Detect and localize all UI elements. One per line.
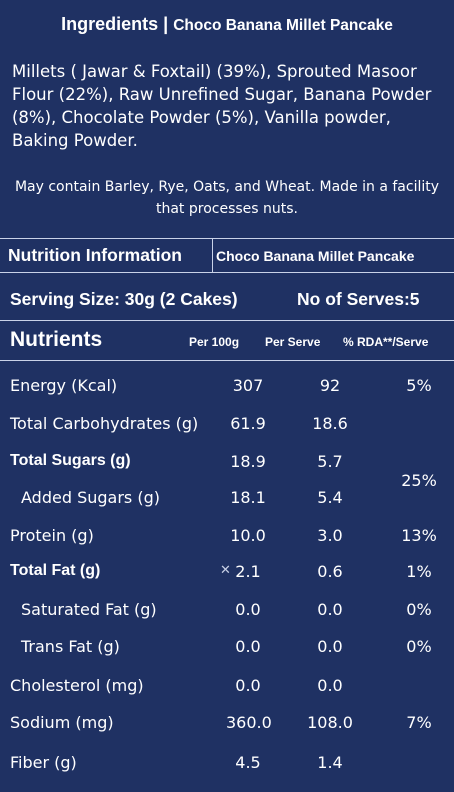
per-serve-value: 0.6 [317,562,343,581]
nutrient-name: Trans Fat (g) [21,637,120,656]
table-row: Total Sugars (g) 18.9 5.7 [0,452,454,476]
nutrient-name: Total Carbohydrates (g) [10,414,199,433]
per-100g-value: 61.9 [230,414,266,433]
rda-value: 7% [406,713,432,732]
table-row: Added Sugars (g) 18.1 5.4 [0,488,454,512]
per-100g-value: 4.5 [235,753,261,772]
per-serve-value: 0.0 [317,637,343,656]
per-serve-value: 1.4 [317,753,343,772]
divider [0,360,454,361]
per-serve-value: 0.0 [317,676,343,695]
column-header-per-serve: Per Serve [265,335,321,349]
nutrient-name: Energy (Kcal) [10,376,118,395]
nutrient-name: Total Sugars (g) [10,452,131,469]
table-row: Cholesterol (mg) 0.0 0.0 [0,676,454,700]
per-serve-value: 3.0 [317,526,343,545]
table-row: Total Fat (g) 2.1 0.6 1% [0,562,454,586]
per-100g-value: 307 [232,376,264,395]
per-serve-value: 0.0 [317,600,343,619]
ingredients-label: Ingredients | [61,14,169,34]
number-of-serves: No of Serves:5 [297,289,420,309]
per-100g-value: 10.0 [230,526,266,545]
column-header-rda: % RDA**/Serve [343,335,429,349]
per-serve-value: 5.4 [317,488,343,507]
table-row: Protein (g) 10.0 3.0 13% [0,526,454,550]
per-serve-value: 18.6 [312,414,348,433]
sugars-rda-value: 25% [401,471,437,490]
per-100g-value: 18.9 [230,452,266,471]
rda-value: 5% [406,376,432,395]
per-100g-value: 360.0 [226,713,272,732]
per-serve-value: 5.7 [317,452,343,471]
nutrient-name: Added Sugars (g) [21,488,160,507]
table-row: Sodium (mg) 360.0 108.0 7% [0,713,454,737]
rda-value: 0% [406,637,432,656]
product-name: Choco Banana Millet Pancake [173,17,393,34]
close-icon: ✕ [220,563,231,578]
per-100g-value: 0.0 [235,600,261,619]
table-row: Fiber (g) 4.5 1.4 [0,753,454,777]
ingredients-title: Ingredients | Choco Banana Millet Pancak… [0,14,454,35]
divider-vertical [212,238,213,272]
divider [0,320,454,321]
allergen-warning: May contain Barley, Rye, Oats, and Wheat… [14,179,440,217]
nutrient-name: Sodium (mg) [10,713,114,732]
per-serve-value: 92 [319,376,341,395]
table-row: Total Carbohydrates (g) 61.9 18.6 [0,414,454,438]
nutrient-name: Total Fat (g) [10,562,101,579]
nutrition-info-heading: Nutrition Information [8,245,183,265]
rda-value: 0% [406,600,432,619]
table-row: Trans Fat (g) 0.0 0.0 0% [0,637,454,661]
serving-size: Serving Size: 30g (2 Cakes) [10,289,238,309]
column-header-per-100g: Per 100g [189,335,240,349]
rda-value: 13% [401,526,437,545]
nutrient-name: Cholesterol (mg) [10,676,144,695]
rda-value: 1% [406,562,432,581]
per-100g-value: 18.1 [230,488,266,507]
nutrient-name: Protein (g) [10,526,94,545]
nutrients-heading: Nutrients [10,328,103,351]
table-row: Saturated Fat (g) 0.0 0.0 0% [0,600,454,624]
divider [0,272,454,273]
nutrition-product-name: Choco Banana Millet Pancake [216,248,415,264]
table-row: Energy (Kcal) 307 92 5% [0,376,454,400]
per-100g-value: 0.0 [235,676,261,695]
nutrient-name: Fiber (g) [10,753,77,772]
per-100g-value: 0.0 [235,637,261,656]
per-100g-value: 2.1 [235,562,261,581]
per-serve-value: 108.0 [307,713,353,732]
divider [0,238,454,239]
ingredients-list: Millets ( Jawar & Foxtail) (39%), Sprout… [12,62,432,150]
nutrient-name: Saturated Fat (g) [21,600,157,619]
